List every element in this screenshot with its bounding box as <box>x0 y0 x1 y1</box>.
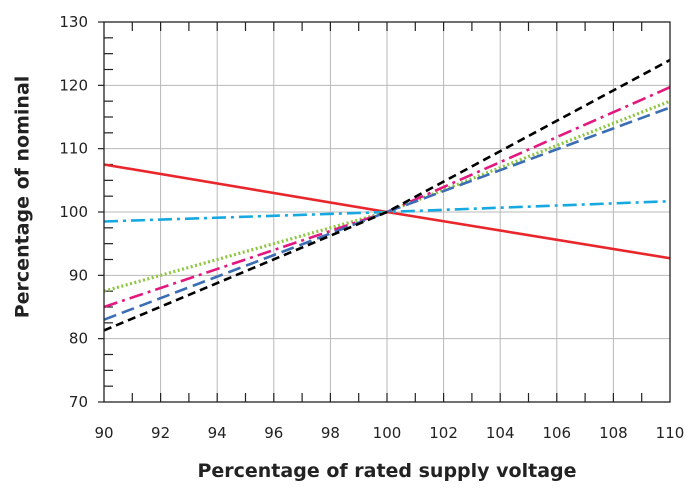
plot-frame <box>103 21 671 403</box>
x-tick-label: 98 <box>321 424 340 442</box>
x-tick-label: 90 <box>94 424 113 442</box>
y-tick-label: 80 <box>69 330 88 348</box>
x-tick-labels: 90 92 94 96 98 100 102 104 106 108 110 <box>94 424 684 442</box>
x-tick-label: 100 <box>373 424 402 442</box>
series-line-5 <box>103 106 671 321</box>
x-tick-label: 94 <box>208 424 227 442</box>
series-lines <box>103 58 671 332</box>
y-tick-label: 100 <box>59 203 88 221</box>
x-tick-label: 110 <box>656 424 685 442</box>
y-tick-label: 120 <box>59 76 88 94</box>
y-axis-title: Percentage of nominal <box>12 76 34 319</box>
series-line-6 <box>103 58 671 332</box>
x-tick-label: 92 <box>151 424 170 442</box>
y-tick-label: 110 <box>59 140 88 158</box>
y-tick-label: 130 <box>59 13 88 31</box>
x-tick-label: 104 <box>486 424 515 442</box>
y-tick-label: 90 <box>69 266 88 284</box>
x-tick-label: 96 <box>264 424 283 442</box>
x-tick-label: 106 <box>542 424 571 442</box>
y-tick-label: 70 <box>69 393 88 411</box>
x-tick-label: 102 <box>429 424 458 442</box>
x-axis-title: Percentage of rated supply voltage <box>197 460 576 482</box>
y-tick-labels: 70 80 90 100 110 120 130 <box>59 13 88 411</box>
x-tick-label: 108 <box>599 424 628 442</box>
